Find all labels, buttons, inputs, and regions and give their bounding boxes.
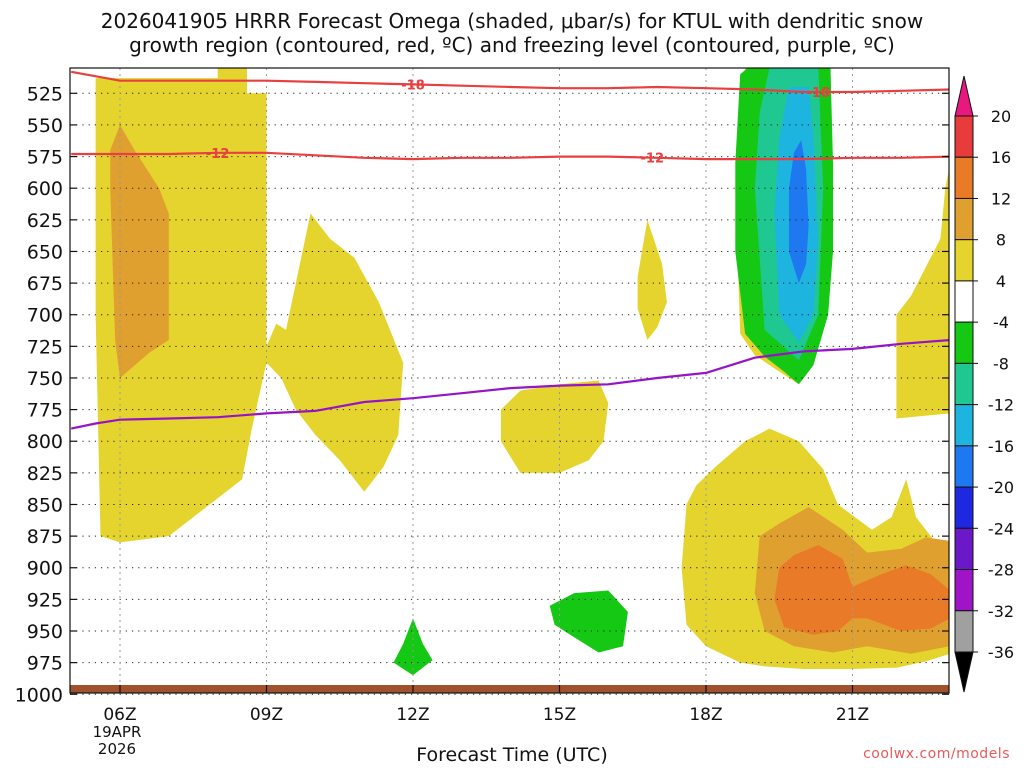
pressure-axis: 525 550 575 600 625 650 675 700 725 750 775 800 825 8… — [15, 83, 949, 706]
colorbar-label-2: 12 — [991, 189, 1011, 208]
chart-title-line-1: 2026041905 HRRR Forecast Omega (shaded, … — [100, 9, 924, 33]
omega-region-0 — [95, 68, 404, 543]
omega-shading — [95, 68, 949, 676]
colorbar-label-1: 16 — [991, 148, 1011, 167]
x-tick-label-18Z: 18Z — [689, 705, 722, 725]
y-tick-label-625: 625 — [27, 210, 63, 232]
y-tick-label-675: 675 — [27, 273, 63, 295]
x-tick-label-12Z: 12Z — [396, 705, 429, 725]
y-tick-label-700: 700 — [27, 305, 63, 327]
contour-label-2: -12 — [206, 147, 230, 162]
plot-frame — [69, 67, 950, 694]
contour-line-0 — [71, 70, 949, 94]
source-credit[interactable]: coolwx.com/models — [863, 746, 1010, 762]
colorbar-box-12 — [954, 569, 974, 612]
y-tick-label-600: 600 — [27, 178, 63, 200]
omega-colorbar: 20 16 12 8 4 -4 -8 -12 -16 -20 -24 -28 -32 -36 — [954, 75, 1014, 693]
colorbar-bottom-arrow — [954, 651, 974, 693]
x-year-label: 2026 — [98, 740, 136, 758]
omega-region-15 — [393, 618, 433, 676]
dotted-gridlines — [70, 68, 949, 695]
colorbar-box-8 — [954, 404, 974, 447]
colorbar-top-arrow — [954, 75, 974, 117]
y-tick-label-925: 925 — [27, 589, 63, 611]
colorbar-box-7 — [954, 362, 974, 406]
x-tick-label-15Z: 15Z — [543, 705, 576, 725]
colorbar-box-10 — [954, 486, 974, 529]
y-tick-label-1000: 1000 — [15, 684, 63, 706]
colorbar-label-9: -20 — [988, 478, 1014, 497]
y-tick-label-525: 525 — [27, 83, 63, 105]
contour-line-2 — [70, 338, 949, 430]
colorbar-box-4 — [954, 239, 974, 282]
omega-region-3 — [500, 380, 609, 473]
omega-region-1 — [110, 124, 169, 379]
omega-region-16 — [549, 590, 628, 653]
colorbar-label-3: 8 — [996, 231, 1006, 250]
y-tick-label-875: 875 — [27, 526, 63, 548]
y-tick-label-750: 750 — [27, 368, 63, 390]
colorbar-box-5 — [954, 280, 974, 323]
contour-label-3: -12 — [641, 152, 665, 167]
y-tick-label-650: 650 — [27, 241, 63, 263]
y-tick-label-800: 800 — [27, 431, 63, 453]
contour-label-0: -18 — [401, 78, 425, 93]
y-tick-label-575: 575 — [27, 147, 63, 169]
colorbar-box-3 — [954, 197, 974, 241]
temperature-contours: -18 -18 -12 -12 — [70, 70, 949, 430]
ground-surface — [70, 685, 949, 693]
colorbar-box-1 — [954, 115, 974, 158]
x-tick-label-21Z: 21Z — [836, 705, 869, 725]
omega-region-11 — [789, 140, 809, 284]
colorbar-label-11: -28 — [988, 561, 1014, 580]
x-tick-label-06Z: 06Z — [103, 705, 136, 725]
y-tick-label-550: 550 — [27, 115, 63, 137]
omega-region-6 — [774, 545, 949, 635]
colorbar-label-7: -12 — [988, 396, 1014, 415]
x-date-label: 19APR — [93, 723, 142, 741]
y-tick-label-850: 850 — [27, 494, 63, 516]
colorbar-label-10: -24 — [988, 519, 1014, 538]
colorbar-box-9 — [954, 445, 974, 488]
colorbar-label-6: -8 — [993, 354, 1009, 373]
colorbar-label-4: 4 — [996, 272, 1006, 291]
colorbar-box-13 — [954, 610, 974, 653]
colorbar-box-6 — [954, 321, 974, 364]
colorbar-box-11 — [954, 527, 974, 571]
contour-line-1 — [71, 151, 949, 161]
x-tick-label-09Z: 09Z — [250, 705, 283, 725]
x-axis-title: Forecast Time (UTC) — [416, 744, 608, 766]
y-tick-label-900: 900 — [27, 558, 63, 580]
omega-region-12 — [896, 169, 949, 419]
chart-title-line-2: growth region (contoured, red, ºC) and f… — [129, 33, 895, 57]
ground-band — [70, 685, 949, 693]
colorbar-label-0: 20 — [991, 107, 1011, 126]
y-tick-label-775: 775 — [27, 400, 63, 422]
y-tick-label-975: 975 — [27, 653, 63, 675]
omega-region-2 — [637, 219, 667, 340]
colorbar-label-8: -16 — [988, 437, 1014, 456]
colorbar-label-13: -36 — [988, 643, 1014, 662]
colorbar-box-2 — [954, 156, 974, 199]
y-tick-label-725: 725 — [27, 336, 63, 358]
colorbar-label-5: -4 — [993, 313, 1009, 332]
y-tick-label-950: 950 — [27, 621, 63, 643]
y-tick-label-825: 825 — [27, 463, 63, 485]
colorbar-label-12: -32 — [988, 602, 1014, 621]
contour-label-1: -18 — [807, 86, 831, 101]
